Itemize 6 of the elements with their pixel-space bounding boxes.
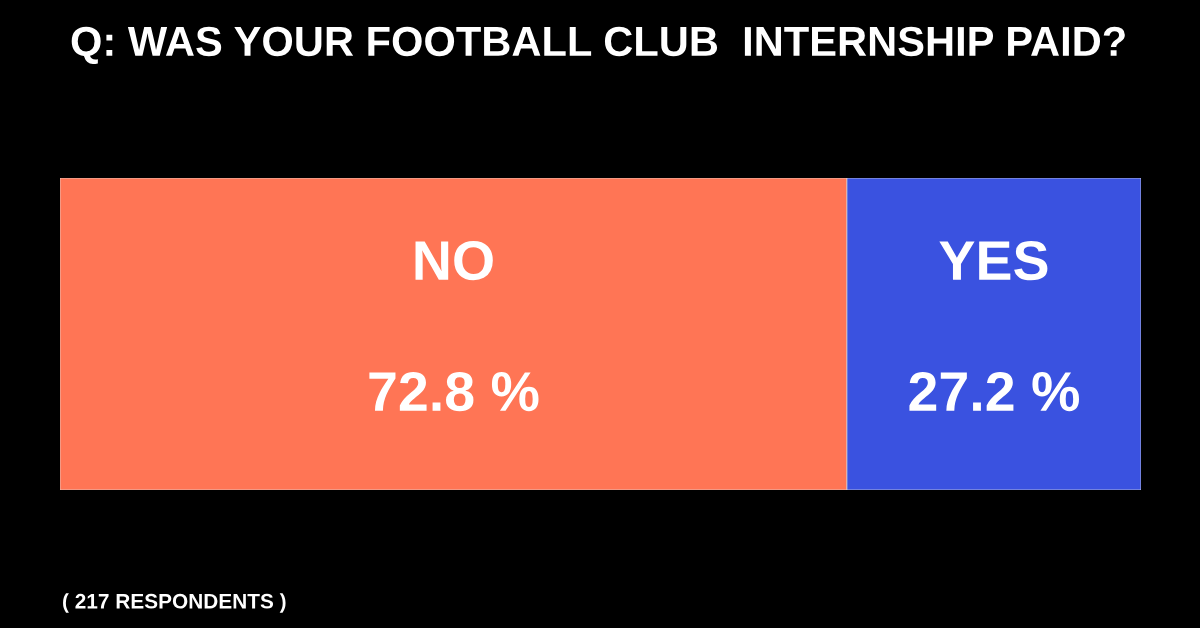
text: ( 217 RESPONDENTS ) — [63, 593, 286, 613]
series-label: NO — [415, 240, 493, 281]
data-label: 72.8 % — [369, 371, 539, 412]
series-label: YES — [939, 240, 1048, 281]
data-label: 27.2 % — [909, 371, 1079, 412]
chart-title: Q: WAS YOUR FOOTBALL CLUB INTERNSHIP PAID? — [71, 26, 1125, 64]
